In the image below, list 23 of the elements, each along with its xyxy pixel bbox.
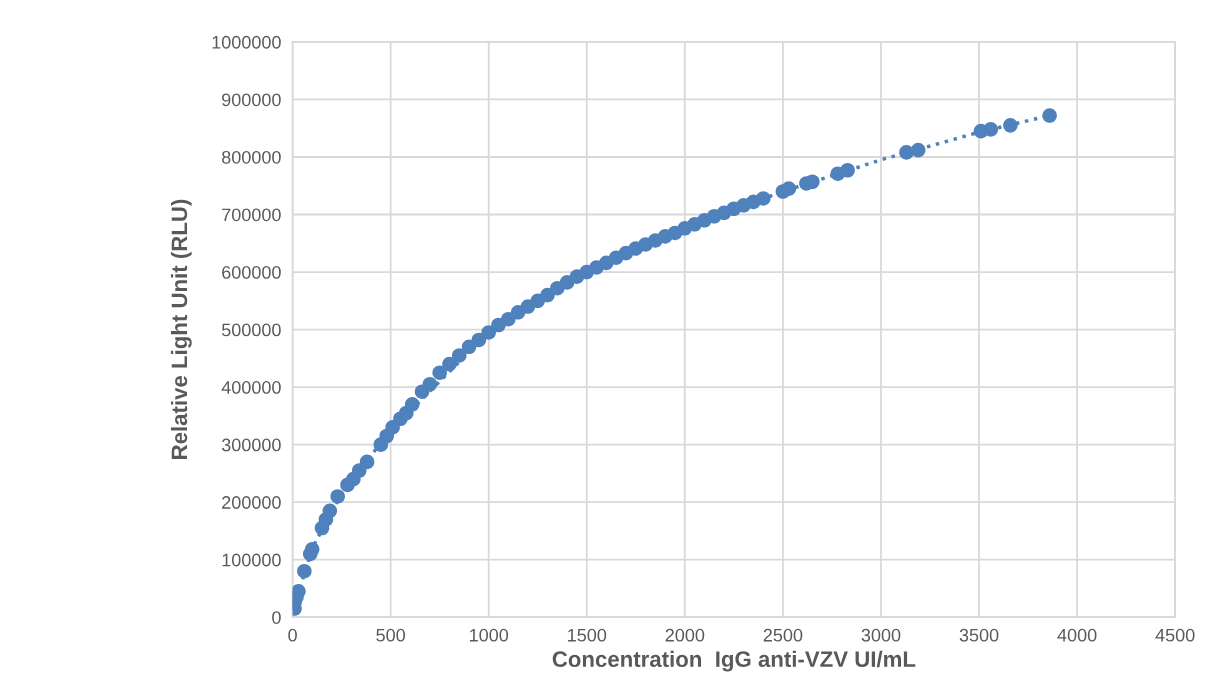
x-tick-label: 2000: [665, 628, 705, 642]
x-tick-label: 1000: [470, 628, 509, 642]
x-tick-label: 500: [376, 628, 405, 642]
y-tick-label: 100000: [222, 553, 281, 567]
y-tick-label: 600000: [222, 265, 281, 279]
y-axis-title: Relative Light Unit (RLU): [170, 199, 192, 459]
y-tick-label: 800000: [222, 150, 281, 164]
x-tick-label: 2500: [763, 628, 803, 642]
x-tick-label: 4000: [1057, 628, 1097, 642]
x-tick-label: 0: [288, 628, 297, 642]
y-tick-label: 400000: [221, 381, 281, 394]
y-tick-label: 300000: [221, 438, 281, 452]
x-tick-label: 3000: [861, 628, 901, 642]
x-tick-label: 3500: [959, 628, 999, 642]
y-tick-label: 900000: [222, 93, 281, 107]
y-tick-label: 500000: [221, 323, 281, 337]
x-tick-label: 4500: [1155, 628, 1195, 642]
y-tick-label: 200000: [222, 496, 281, 509]
y-tick-label: 700000: [222, 208, 281, 222]
x-axis-title: Concentration IgG anti-VZV UI/mL: [552, 650, 916, 672]
y-tick-label: 1000000: [212, 35, 281, 49]
x-tick-label: 1500: [568, 628, 607, 642]
y-tick-label: 0: [272, 611, 281, 624]
